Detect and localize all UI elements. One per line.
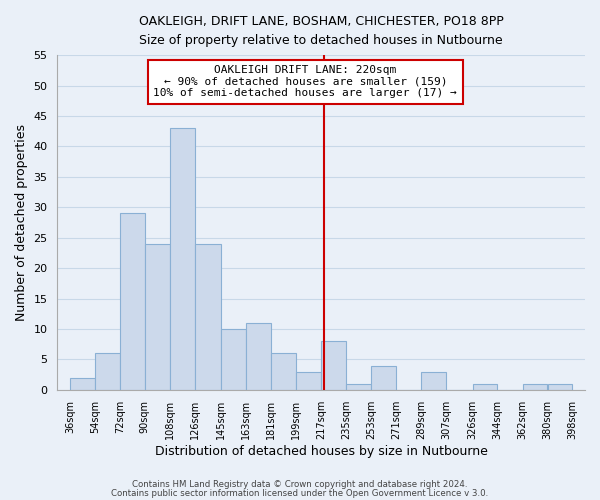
Bar — [195, 244, 221, 390]
Bar — [247, 323, 271, 390]
Bar — [170, 128, 194, 390]
Text: Contains HM Land Registry data © Crown copyright and database right 2024.: Contains HM Land Registry data © Crown c… — [132, 480, 468, 489]
Bar — [221, 329, 246, 390]
Bar — [271, 354, 296, 390]
Bar — [70, 378, 95, 390]
Bar — [548, 384, 572, 390]
Text: OAKLEIGH DRIFT LANE: 220sqm
← 90% of detached houses are smaller (159)
10% of se: OAKLEIGH DRIFT LANE: 220sqm ← 90% of det… — [154, 65, 457, 98]
Y-axis label: Number of detached properties: Number of detached properties — [15, 124, 28, 321]
Bar — [322, 341, 346, 390]
Bar — [95, 354, 119, 390]
Bar — [523, 384, 547, 390]
Bar — [145, 244, 170, 390]
X-axis label: Distribution of detached houses by size in Nutbourne: Distribution of detached houses by size … — [155, 444, 488, 458]
Bar — [421, 372, 446, 390]
Bar — [371, 366, 396, 390]
Title: OAKLEIGH, DRIFT LANE, BOSHAM, CHICHESTER, PO18 8PP
Size of property relative to : OAKLEIGH, DRIFT LANE, BOSHAM, CHICHESTER… — [139, 15, 503, 47]
Bar — [296, 372, 321, 390]
Bar — [120, 214, 145, 390]
Bar — [346, 384, 371, 390]
Text: Contains public sector information licensed under the Open Government Licence v : Contains public sector information licen… — [112, 490, 488, 498]
Bar — [473, 384, 497, 390]
